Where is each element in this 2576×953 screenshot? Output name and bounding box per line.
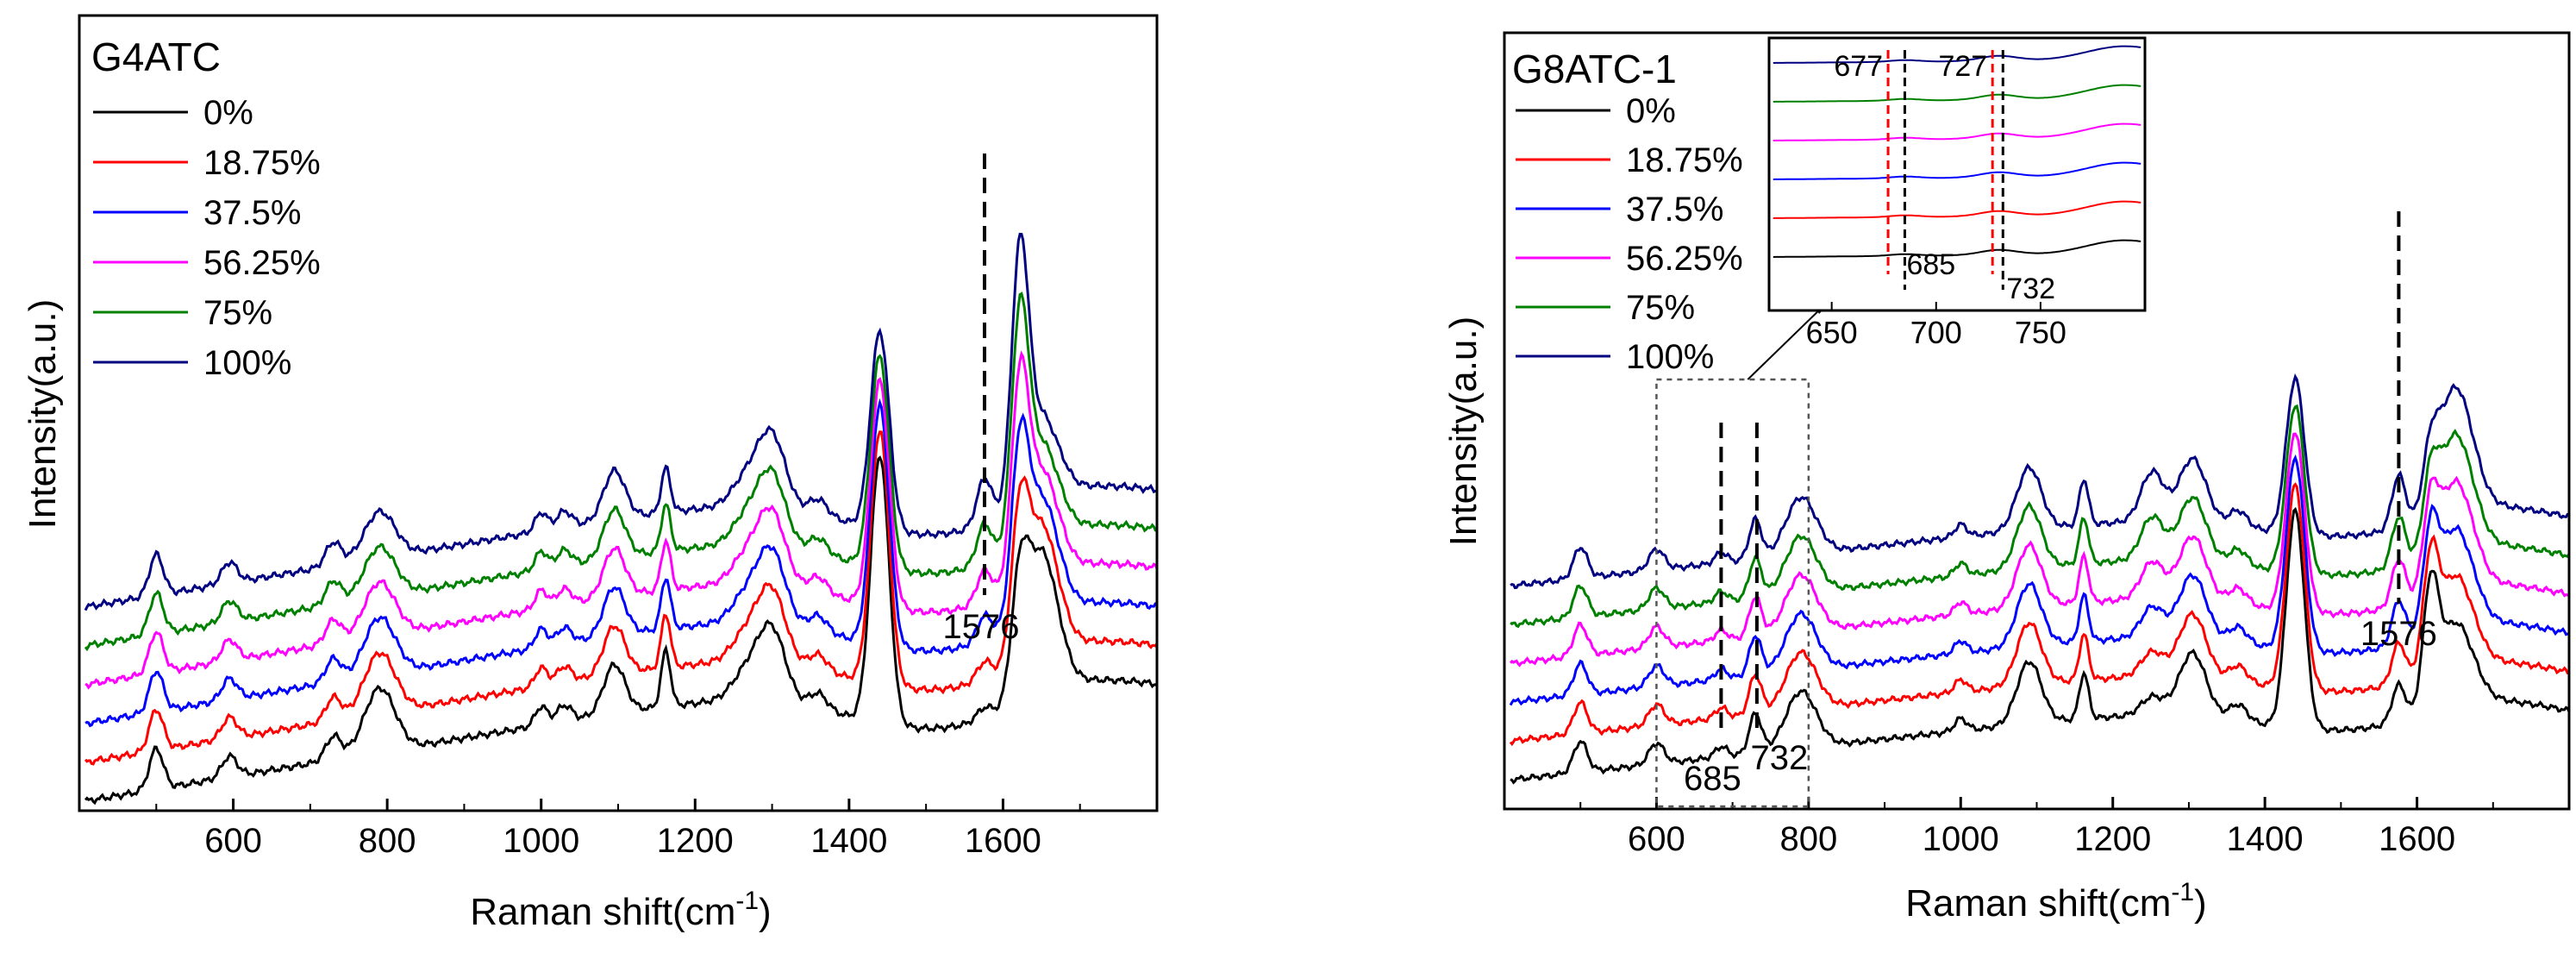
right-685-label: 685 [1684,760,1741,798]
right-ticks: 600 800 1000 1200 1400 1600 [1579,797,2494,858]
right-x-axis-label-main: Raman shift(cm [1905,882,2171,925]
right-legend: 0% 18.75% 37.5% 56.25% 75% 100% [1516,92,1743,376]
series-line-right-2 [1509,454,2570,706]
x-tick-label-left-1: 800 [359,822,416,860]
inset-curves [1773,45,2141,258]
left-1576-label: 1576 [943,608,1020,646]
inset-label-727: 727 [1938,50,1987,83]
legend-label-left-4: 75% [203,294,272,332]
left-plot-frame [78,14,1159,812]
right-y-axis-label: Intensity(a.u.) [1442,317,1485,547]
series-line-left-0 [84,455,1158,806]
x-tick-label-right-3: 1200 [2074,820,2151,858]
legend-label-right-2: 37.5% [1626,191,1723,229]
inset-tick-label-2: 750 [2015,315,2066,350]
x-tick-label-left-3: 1200 [657,822,734,860]
right-x-axis-label: Raman shift(cm-1) [1905,878,2206,925]
right-panel-title: G8ATC-1 [1512,47,1677,91]
x-tick-label-right-4: 1400 [2227,820,2304,858]
legend-label-left-1: 18.75% [203,144,321,182]
inset-series-line-4 [1773,84,2141,103]
inset-tick-label-1: 700 [1910,315,1962,350]
left-legend: 0% 18.75% 37.5% 56.25% 75% 100% [93,94,321,382]
left-x-axis-label-sup: -1 [735,887,759,915]
legend-label-left-5: 100% [203,344,291,382]
inset-series-line-3 [1773,122,2141,141]
legend-label-left-0: 0% [203,94,253,132]
x-tick-label-left-5: 1600 [965,822,1041,860]
left-x-axis-label-main: Raman shift(cm [470,891,735,933]
series-line-left-3 [84,350,1159,690]
x-tick-label-left-2: 1000 [503,822,579,860]
inset-label-732: 732 [2006,273,2055,305]
series-line-left-4 [84,292,1158,652]
right-732-label: 732 [1750,739,1808,777]
inset-series-line-1 [1773,200,2141,219]
series-line-left-5 [84,232,1157,611]
inset-series-line-2 [1773,161,2141,180]
x-tick-label-right-5: 1600 [2379,820,2455,858]
left-ticks: 600 800 1000 1200 1400 1600 [155,799,1081,860]
x-tick-label-right-2: 1000 [1923,820,1999,858]
right-zoom-arrow [1747,303,1827,380]
right-zoom-box [1655,378,1810,808]
left-panel: 600 800 1000 1200 1400 1600 0% 18.75% 37.5% 56.2… [22,14,1159,933]
legend-label-left-3: 56.25% [203,244,321,282]
inset-lines [1886,50,2004,290]
series-line-right-3 [1509,432,2570,668]
inset-label-685: 685 [1906,248,1955,281]
right-inset: 650 700 750 677 727 685 732 [1767,36,2147,350]
inset-series-line-0 [1773,239,2141,258]
inset-tick-label-0: 650 [1806,315,1858,350]
inset-background [1767,36,2147,312]
legend-label-right-5: 100% [1626,338,1714,376]
legend-label-right-3: 56.25% [1626,240,1743,278]
series-line-right-1 [1509,482,2570,747]
left-panel-title: G4ATC [91,34,221,79]
legend-label-right-0: 0% [1626,92,1676,130]
legend-label-right-4: 75% [1626,289,1695,327]
x-tick-label-left-0: 600 [204,822,262,860]
series-line-right-0 [1510,506,2571,785]
right-curves [1509,373,2571,785]
left-x-axis-label: Raman shift(cm-1) [470,887,771,933]
left-axes-frame [78,14,1159,812]
x-tick-label-right-1: 800 [1779,820,1837,858]
right-panel: 600 800 1000 1200 1400 1600 0% 18.75% 37.5% 56.2… [1442,31,2571,925]
inset-series-line-5 [1773,45,2141,64]
series-line-left-1 [84,430,1159,766]
inset-ticks: 650 700 750 [1806,302,2066,350]
left-x-axis-label-close: ) [759,891,772,933]
right-x-axis-label-sup: -1 [2171,878,2194,906]
x-tick-label-right-0: 600 [1628,820,1685,858]
left-y-axis-label: Intensity(a.u.) [22,299,64,530]
series-line-left-2 [84,398,1158,728]
right-x-axis-label-close: ) [2194,882,2207,925]
legend-label-right-1: 18.75% [1626,141,1743,179]
inset-label-677: 677 [1834,50,1883,83]
left-curves [84,232,1159,806]
series-line-right-5 [1510,373,2570,590]
right-1576-label: 1576 [2360,615,2437,653]
legend-label-left-2: 37.5% [203,194,301,232]
x-tick-label-left-4: 1400 [810,822,887,860]
series-line-right-4 [1510,404,2571,629]
